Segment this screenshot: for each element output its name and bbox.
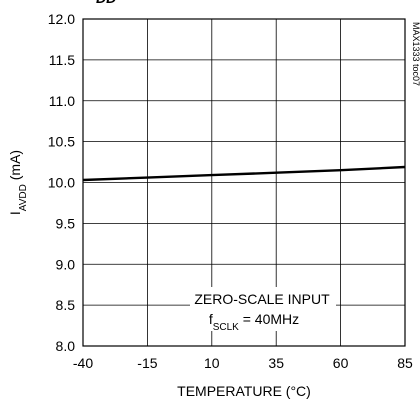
x-tick-label: -15	[137, 355, 157, 371]
annotation-sclk-subscript: SCLK	[213, 322, 239, 333]
y-axis-title-main: I	[7, 211, 23, 215]
annotation-frequency: = 40MHz	[239, 311, 299, 327]
x-tick-label: -40	[73, 355, 93, 371]
annotation-f: f	[209, 311, 213, 327]
y-tick-label: 8.0	[56, 338, 76, 354]
y-tick-label: 10.0	[48, 175, 75, 191]
annotation: ZERO-SCALE INPUT fSCLK = 40MHz	[190, 287, 336, 333]
series-line	[82, 165, 406, 182]
x-tick-label: 35	[268, 355, 284, 371]
x-tick-labels: -40 -15 10 35 60 85	[73, 355, 413, 371]
y-tick-label: 8.5	[56, 297, 76, 313]
y-tick-label: 9.0	[56, 256, 76, 272]
y-tick-label: 12.0	[48, 11, 75, 27]
y-tick-label: 11.5	[49, 52, 75, 68]
x-tick-label: 10	[204, 355, 220, 371]
x-tick-label: 85	[397, 355, 413, 371]
watermark-label: MAX1333 toc07	[411, 22, 420, 86]
annotation-line-2: fSCLK = 40MHz	[209, 311, 299, 333]
plot-frame	[82, 18, 406, 347]
y-axis-title-unit: (mA)	[7, 150, 23, 184]
clipped-header-fragment: DD	[96, 0, 116, 6]
annotation-line-1: ZERO-SCALE INPUT	[194, 291, 330, 307]
y-tick-label: 9.5	[56, 215, 76, 231]
annotation-background	[190, 287, 336, 331]
y-tick-label: 11.0	[49, 93, 75, 109]
y-tick-label: 10.5	[48, 134, 75, 150]
series-group	[82, 165, 406, 182]
y-axis-title-subscript: AVDD	[18, 184, 29, 211]
x-tick-label: 60	[333, 355, 349, 371]
y-tick-labels: 8.0 8.5 9.0 9.5 10.0 10.5 11.0 11.5 12.0	[48, 11, 75, 354]
y-axis-title: IAVDD (mA)	[7, 150, 29, 215]
x-axis-title: TEMPERATURE (°C)	[177, 383, 311, 399]
